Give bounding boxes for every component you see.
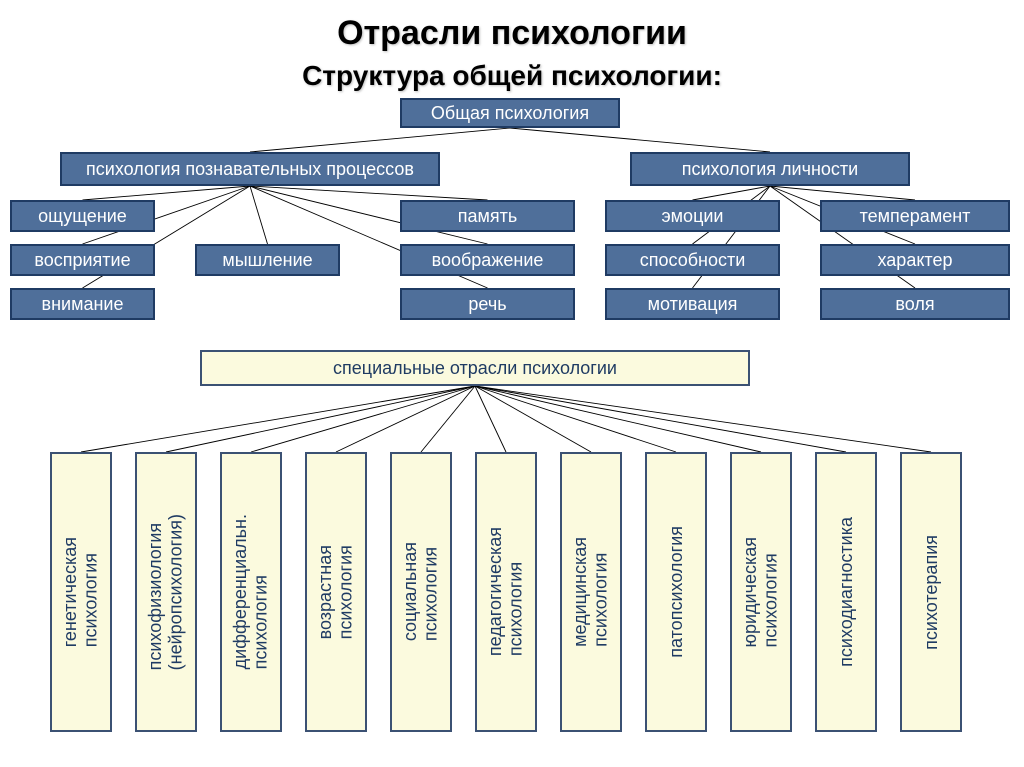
- branch-genet: генетическаяпсихология: [50, 452, 112, 732]
- main-title: Отрасли психологии: [0, 14, 1024, 53]
- node-spec: специальные отрасли психологии: [200, 350, 750, 386]
- branch-label: генетическаяпсихология: [58, 531, 103, 653]
- sub-title-text: Структура общей психологии:: [302, 60, 722, 91]
- node-perc: восприятие: [10, 244, 155, 276]
- branch-pato: патопсихология: [645, 452, 707, 732]
- node-speech: речь: [400, 288, 575, 320]
- node-abil: способности: [605, 244, 780, 276]
- node-cogn: психология познавательных процессов: [60, 152, 440, 186]
- sub-title: Структура общей психологии:: [0, 60, 1024, 92]
- node-label: психология познавательных процессов: [62, 157, 438, 182]
- branch-ther: психотерапия: [900, 452, 962, 732]
- diagram-canvas: Отрасли психологии Структура общей психо…: [0, 0, 1024, 767]
- node-motiv: мотивация: [605, 288, 780, 320]
- branch-diff: дифференциальн.психология: [220, 452, 282, 732]
- node-label: психология личности: [632, 157, 908, 182]
- node-label: специальные отрасли психологии: [202, 356, 748, 381]
- branch-label: дифференциальн.психология: [228, 508, 273, 675]
- branch-label: юридическаяпсихология: [738, 531, 783, 654]
- main-title-text: Отрасли психологии: [337, 14, 687, 52]
- branch-age: возрастнаяпсихология: [305, 452, 367, 732]
- branch-neuro: психофизиология(нейропсихология): [135, 452, 197, 732]
- branch-diag: психодиагностика: [815, 452, 877, 732]
- node-label: способности: [607, 248, 778, 273]
- branch-soc: социальнаяпсихология: [390, 452, 452, 732]
- node-label: речь: [402, 292, 573, 317]
- node-temp: темперамент: [820, 200, 1010, 232]
- branch-jur: юридическаяпсихология: [730, 452, 792, 732]
- branch-ped: педагогическаяпсихология: [475, 452, 537, 732]
- node-char: характер: [820, 244, 1010, 276]
- node-mem: память: [400, 200, 575, 232]
- node-sens: ощущение: [10, 200, 155, 232]
- branch-label: психотерапия: [919, 529, 944, 656]
- node-label: память: [402, 204, 573, 229]
- branch-label: патопсихология: [664, 520, 689, 664]
- node-will: воля: [820, 288, 1010, 320]
- node-label: воображение: [402, 248, 573, 273]
- node-root: Общая психология: [400, 98, 620, 128]
- node-label: темперамент: [822, 204, 1008, 229]
- node-label: воля: [822, 292, 1008, 317]
- node-think: мышление: [195, 244, 340, 276]
- branch-label: психодиагностика: [834, 511, 859, 673]
- node-label: ощущение: [12, 204, 153, 229]
- node-label: мышление: [197, 248, 338, 273]
- node-label: Общая психология: [402, 101, 618, 126]
- node-imag: воображение: [400, 244, 575, 276]
- node-label: восприятие: [12, 248, 153, 273]
- node-label: эмоции: [607, 204, 778, 229]
- node-label: внимание: [12, 292, 153, 317]
- branch-med: медицинскаяпсихология: [560, 452, 622, 732]
- node-label: характер: [822, 248, 1008, 273]
- branch-label: возрастнаяпсихология: [313, 539, 358, 645]
- branch-label: медицинскаяпсихология: [568, 531, 613, 653]
- branch-label: психофизиология(нейропсихология): [143, 508, 188, 676]
- branch-label: педагогическаяпсихология: [483, 521, 528, 662]
- node-label: мотивация: [607, 292, 778, 317]
- node-pers: психология личности: [630, 152, 910, 186]
- branch-label: социальнаяпсихология: [398, 536, 443, 647]
- node-attn: внимание: [10, 288, 155, 320]
- node-emot: эмоции: [605, 200, 780, 232]
